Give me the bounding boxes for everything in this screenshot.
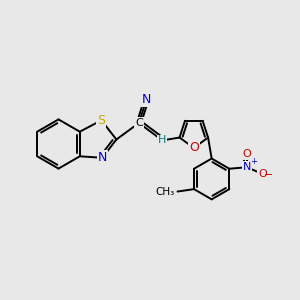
Text: +: + (250, 157, 257, 166)
Text: CH₃: CH₃ (156, 187, 175, 196)
Text: O: O (258, 169, 267, 179)
Text: −: − (264, 170, 274, 180)
Text: C: C (135, 118, 143, 128)
Text: O: O (189, 141, 199, 154)
Text: N: N (242, 162, 251, 172)
Text: S: S (98, 114, 105, 127)
Text: N: N (98, 151, 107, 164)
Text: O: O (242, 149, 251, 159)
Text: N: N (142, 93, 151, 106)
Text: H: H (158, 135, 166, 146)
